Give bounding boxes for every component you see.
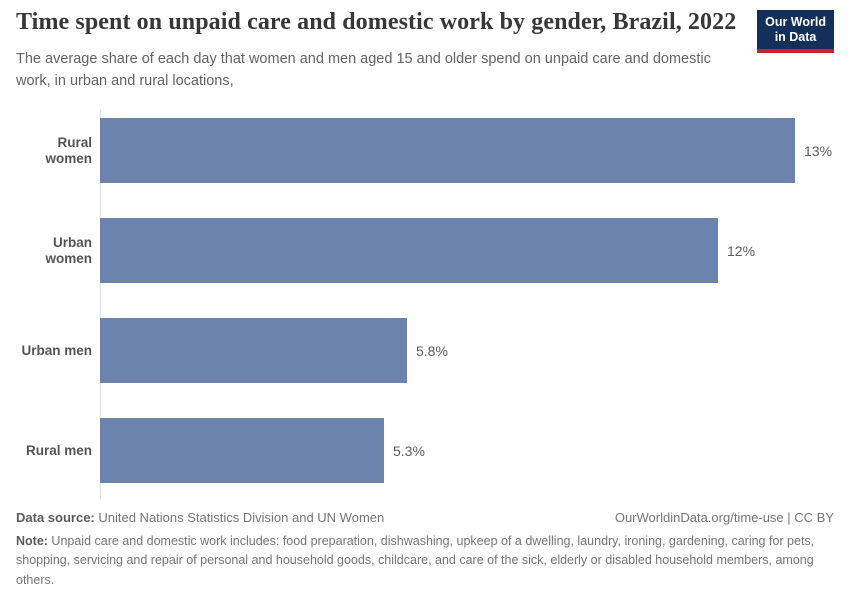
data-source-label: Data source: — [16, 510, 95, 525]
bar-row-urban-men: Urban men 5.8% — [16, 318, 834, 383]
credit-link[interactable]: OurWorldinData.org/time-use | CC BY — [614, 510, 834, 525]
source-row: Data source: United Nations Statistics D… — [16, 510, 834, 525]
note-label: Note: — [16, 534, 48, 548]
bar-urban-women[interactable] — [100, 218, 718, 283]
bar-urban-men[interactable] — [100, 318, 407, 383]
chart-note: Note: Unpaid care and domestic work incl… — [16, 532, 834, 590]
chart-title: Time spent on unpaid care and domestic w… — [16, 9, 737, 35]
bar-rural-women[interactable] — [100, 118, 795, 183]
y-axis-line — [100, 110, 101, 499]
value-label-urban-men: 5.8% — [416, 342, 448, 359]
bar-track: 12% — [100, 218, 834, 283]
category-label-rural-women: Rural women — [45, 134, 92, 166]
note-text: Unpaid care and domestic work includes: … — [16, 534, 815, 587]
chart-subtitle: The average share of each day that women… — [16, 51, 711, 89]
data-source: Data source: United Nations Statistics D… — [16, 510, 384, 525]
bar-track: 5.8% — [100, 318, 834, 383]
owid-logo-line2: in Data — [774, 30, 817, 44]
category-label-urban-men: Urban men — [21, 342, 92, 358]
category-label-rural-men: Rural men — [25, 442, 92, 458]
owid-logo-line1: Our World — [765, 15, 826, 29]
data-source-text: United Nations Statistics Division and U… — [94, 510, 385, 525]
bar-rural-men[interactable] — [100, 418, 384, 483]
bar-row-urban-women: Urban women 12% — [16, 218, 834, 283]
chart-footer: Data source: United Nations Statistics D… — [16, 510, 834, 590]
bar-row-rural-men: Rural men 5.3% — [16, 418, 834, 483]
value-label-rural-men: 5.3% — [393, 442, 425, 459]
bar-track: 5.3% — [100, 418, 834, 483]
value-label-rural-women: 13% — [804, 142, 833, 159]
bar-track: 13% — [100, 118, 834, 183]
bar-chart: Rural women 13% Urban women 12% Urban men 5.8… — [16, 110, 834, 502]
owid-logo[interactable]: Our World in Data — [757, 10, 834, 53]
category-label-urban-women: Urban women — [45, 234, 92, 266]
bar-row-rural-women: Rural women 13% — [16, 118, 834, 183]
value-label-urban-women: 12% — [727, 242, 756, 259]
